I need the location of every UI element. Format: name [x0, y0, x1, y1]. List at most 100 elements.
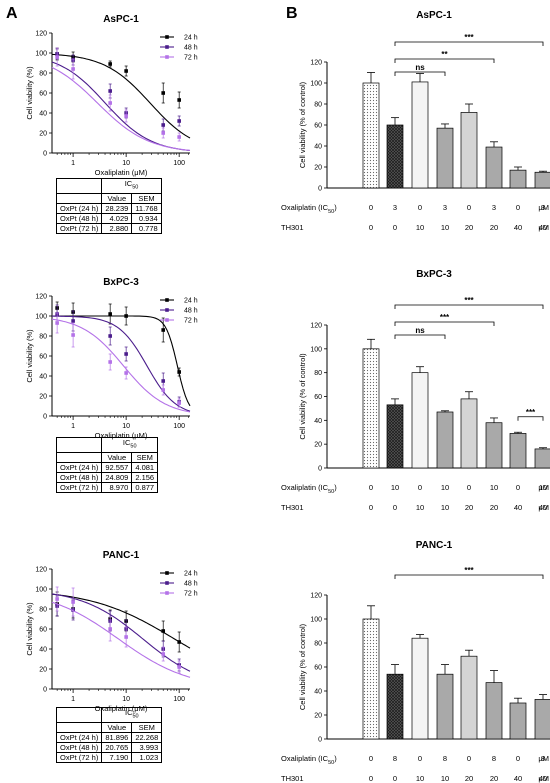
curve2-x-axis-label: Oxaliplatin (μM): [95, 431, 148, 440]
ic50-column-value: Value: [101, 192, 133, 204]
curve1-legend-marker: [165, 35, 169, 39]
curve2-x-tick-label: 100: [173, 423, 185, 430]
bar1-th301-dose: 0: [369, 223, 373, 232]
curve2-data-point: [108, 334, 112, 338]
bar3-th301-dose: 10: [441, 774, 449, 783]
bar3-bar: [509, 702, 527, 740]
ic50-value: 7.190: [101, 751, 133, 763]
curve3-y-axis-label: Cell viability (%): [25, 602, 34, 656]
curve2-data-point: [161, 388, 166, 392]
bar2-oxaliplatin-dose: 10: [441, 483, 449, 492]
bar2-y-tick-label: 120: [310, 323, 322, 330]
bar3-oxaliplatin-dose: 0: [516, 754, 520, 763]
bar1-bar: [509, 169, 527, 189]
ic50-row-label: OxPt (24 h): [55, 202, 103, 214]
curve2-y-tick-label: 60: [39, 354, 47, 361]
bar1-th301-dose: 20: [465, 223, 473, 232]
curve1-legend-marker: [165, 55, 169, 59]
ic50-row-label: OxPt (72 h): [55, 481, 103, 493]
ic50-header: IC50: [101, 707, 163, 723]
curve1-legend-label: 72 h: [184, 55, 198, 62]
bar2-y-tick-label: 40: [314, 418, 322, 425]
bar3-y-axis-label: Cell viability (% of control): [298, 623, 307, 710]
bar2-oxaliplatin-dose: 0: [516, 483, 520, 492]
curve1-y-tick-label: 120: [35, 31, 47, 38]
bar1-unit-oxaliplatin-label: μM: [538, 203, 549, 212]
bar1-y-tick-label: 40: [314, 144, 322, 151]
curve2-y-tick-label: 0: [43, 414, 47, 421]
curve3-fit-curve: [51, 601, 191, 678]
bar3-th301-dose: 40: [514, 774, 522, 783]
ic50-value: 28.239: [101, 202, 133, 214]
curve2-legend-marker: [165, 308, 169, 312]
ic50-column-sem: SEM: [131, 192, 162, 204]
curve2-data-point: [55, 321, 59, 325]
bar3-bar: [436, 673, 454, 740]
bar1-row-label-th301: TH301: [281, 223, 304, 232]
curve1-data-point: [177, 119, 181, 123]
bar1-y-tick-label: 20: [314, 165, 322, 172]
bar2-row-label-th301: TH301: [281, 503, 304, 512]
bar2-bar: [362, 348, 380, 469]
curve2-legend-label: 24 h: [184, 298, 198, 305]
curve2-data-point: [124, 314, 128, 318]
bar1-oxaliplatin-dose: 0: [516, 203, 520, 212]
bar1-th301-dose: 10: [441, 223, 449, 232]
curve3-data-point: [124, 635, 128, 639]
curve2-data-point: [108, 360, 112, 364]
curve3-y-tick-label: 80: [39, 607, 47, 614]
bar2-significance-label: ns: [415, 326, 425, 335]
curve3-data-point: [177, 640, 181, 644]
curve2-data-point: [161, 379, 166, 383]
bar3-th301-dose: 0: [393, 774, 397, 783]
bar3-th301-dose: 20: [490, 774, 498, 783]
curve3-y-tick-label: 100: [35, 587, 47, 594]
curve2-x-tick-label: 10: [122, 423, 130, 430]
ic50-table: IC50 Value SEM OxPt (24 h) 81.896 22.268 OxPt …: [55, 707, 163, 763]
bar3-bar: [534, 699, 550, 740]
ic50-sem: 2.156: [131, 471, 159, 483]
bar2-significance-bracket: [394, 304, 544, 309]
curve1-data-point: [124, 114, 128, 118]
ic50-value: 2.880: [101, 222, 133, 234]
curve3-data-point: [71, 600, 75, 604]
bar1-th301-dose: 40: [539, 223, 547, 232]
bar1-bar: [534, 171, 550, 189]
ic50-table: IC50 Value SEM OxPt (24 h) 28.239 11.768 OxPt …: [55, 178, 162, 234]
curve1-data-point: [108, 101, 112, 105]
bar1-th301-dose: 0: [393, 223, 397, 232]
ic50-column-sem: SEM: [131, 721, 163, 733]
ic50-row-label: OxPt (48 h): [55, 212, 103, 224]
bar2-oxaliplatin-dose: 0: [369, 483, 373, 492]
ic50-row-label: OxPt (72 h): [55, 751, 103, 763]
ic50-value: 4.029: [101, 212, 133, 224]
curve3-y-tick-label: 40: [39, 647, 47, 654]
curve1-y-axis-label: Cell viability (%): [25, 66, 34, 120]
bar2-unit-oxaliplatin-label: μM: [538, 483, 549, 492]
ic50-corner: [55, 192, 103, 204]
bar3-oxaliplatin-dose: 0: [369, 754, 373, 763]
bar3-title: PANC-1: [416, 540, 453, 551]
bar3-bar: [386, 673, 404, 740]
curve2-data-point: [71, 333, 75, 337]
bar3-bar: [411, 637, 429, 740]
bar2-oxaliplatin-dose: 10: [391, 483, 399, 492]
bar1-th301-dose: 20: [490, 223, 498, 232]
bar3-y-tick-label: 20: [314, 713, 322, 720]
curve2-y-tick-label: 80: [39, 334, 47, 341]
bar2-th301-dose: 40: [514, 503, 522, 512]
bar1-y-tick-label: 100: [310, 81, 322, 88]
curve3-data-point: [108, 627, 112, 631]
curve3-data-point: [55, 597, 59, 601]
curve1-x-axis-label: Oxaliplatin (μM): [95, 168, 148, 177]
curve1-x-tick-label: 10: [122, 160, 130, 167]
curve2-legend-marker: [165, 298, 169, 302]
bar1-bar: [386, 124, 404, 189]
curve3-legend-label: 48 h: [184, 581, 198, 588]
bar1-bar: [485, 146, 503, 189]
curve3-x-tick-label: 10: [122, 696, 130, 703]
curve3-x-tick-label: 1: [71, 696, 75, 703]
bar3-oxaliplatin-dose: 0: [467, 754, 471, 763]
curve2-legend-label: 48 h: [184, 308, 198, 315]
curve1-x-tick-label: 1: [71, 160, 75, 167]
